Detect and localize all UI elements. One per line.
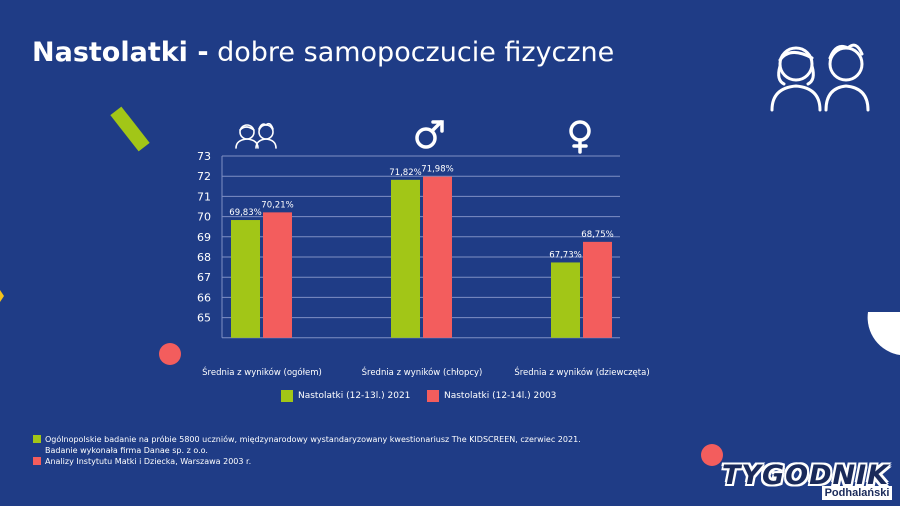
- legend-item-2021: Nastolatki (12-13l.) 2021: [281, 390, 410, 402]
- decor-red-circle: [159, 343, 181, 365]
- x-category-label: Średnia z wyników (chłopcy): [362, 366, 483, 378]
- decor-white-arc: [867, 312, 900, 355]
- x-category-label: Średnia z wyników (dziewczęta): [514, 366, 649, 378]
- bar-2021-2: [551, 262, 580, 338]
- footnote-text-2: Badanie wykonała firma Danae sp. z o.o.: [45, 446, 208, 455]
- data-label: 71,82%: [389, 168, 421, 178]
- y-tick-label: 65: [197, 312, 211, 325]
- male-symbol-icon: [415, 120, 444, 149]
- y-tick-label: 71: [197, 190, 211, 203]
- logo-sub-text: Podhalański: [822, 486, 892, 500]
- female-symbol-icon: [569, 120, 591, 154]
- data-label: 69,83%: [229, 208, 261, 218]
- data-label: 70,21%: [261, 200, 293, 210]
- y-tick-label: 73: [197, 150, 211, 163]
- footnote-1: Ogólnopolskie badanie na próbie 5800 ucz…: [33, 434, 581, 445]
- decor-yellow-edge: [0, 290, 4, 302]
- footnote-text-1: Ogólnopolskie badanie na próbie 5800 ucz…: [45, 435, 581, 444]
- boy-girl-icon: [235, 122, 277, 149]
- bar-2021-1: [391, 179, 420, 338]
- footnote-2: Badanie wykonała firma Danae sp. z o.o.: [33, 445, 581, 456]
- y-tick-label: 72: [197, 170, 211, 183]
- y-tick-label: 66: [197, 291, 211, 304]
- legend: Nastolatki (12-13l.) 2021 Nastolatki (12…: [0, 390, 900, 404]
- decor-red-circle-small: [701, 444, 723, 466]
- footnote-3: Analizy Instytutu Matki i Dziecka, Warsz…: [33, 456, 581, 467]
- y-tick-label: 70: [197, 211, 211, 224]
- bar-2021-0: [231, 220, 260, 338]
- title-rest: dobre samopoczucie fizyczne: [208, 37, 615, 68]
- decor-green-bar: [110, 106, 150, 152]
- data-label: 71,98%: [421, 165, 453, 175]
- title-bold: Nastolatki -: [32, 37, 209, 68]
- x-category-label: Średnia z wyników (ogółem): [202, 366, 322, 378]
- footnote-text-3: Analizy Instytutu Matki i Dziecka, Warsz…: [45, 457, 252, 466]
- bar-2003-0: [263, 212, 292, 338]
- legend-swatch-2003: [427, 390, 439, 402]
- legend-item-2003: Nastolatki (12-14l.) 2003: [427, 390, 556, 402]
- footnotes: Ogólnopolskie badanie na próbie 5800 ucz…: [33, 434, 581, 467]
- data-label: 68,75%: [581, 230, 613, 240]
- bar-2003-1: [423, 176, 452, 338]
- y-tick-label: 68: [197, 251, 211, 264]
- legend-label-2021: Nastolatki (12-13l.) 2021: [298, 391, 411, 401]
- bar-2003-2: [583, 241, 612, 338]
- page-title: Nastolatki - dobre samopoczucie fizyczne: [32, 36, 614, 70]
- logo-main-text: TYGODNIK: [722, 460, 890, 491]
- footnote-swatch-green: [33, 435, 41, 443]
- footnote-swatch-red: [33, 457, 41, 465]
- y-tick-label: 69: [197, 231, 211, 244]
- legend-label-2003: Nastolatki (12-14l.) 2003: [444, 391, 557, 401]
- legend-swatch-2021: [281, 390, 293, 402]
- people-icon: [770, 43, 870, 112]
- data-label: 67,73%: [549, 250, 581, 260]
- tygodnik-logo: TYGODNIK Podhalański: [722, 460, 892, 500]
- y-tick-label: 67: [197, 271, 211, 284]
